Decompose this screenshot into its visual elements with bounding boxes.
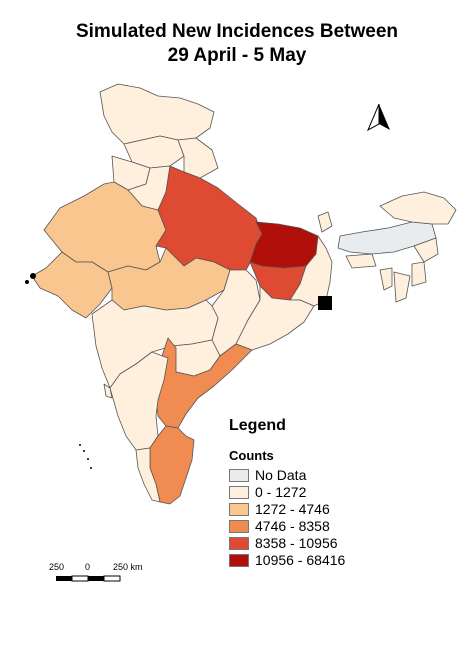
map-title-line1: Simulated New Incidences Between [75,21,399,42]
region-tripura [379,267,393,291]
legend-swatch [229,485,249,499]
legend-swatch [229,519,249,533]
legend-subtitle: Counts [229,448,274,463]
region-kerala [135,447,161,503]
map-title: Simulated New Incidences Between 29 Apri… [0,20,474,68]
region-meghalaya [345,253,377,269]
region-sikkim [317,211,333,233]
region-west-bengal [289,235,333,307]
legend-label: No Data [255,467,307,483]
legend-item: 10956 - 68416 [229,552,345,568]
map-title-line2: 29 April - 5 May [167,45,307,66]
scale-bar [56,575,121,582]
region-north-kashmir [99,83,215,145]
region-karnataka [109,351,169,451]
legend-swatch [229,553,249,567]
legend-item: 1272 - 4746 [229,501,330,517]
legend-label: 0 - 1272 [255,484,307,500]
legend-item: 8358 - 10956 [229,535,338,551]
legend-item: 4746 - 8358 [229,518,330,534]
region-odisha [235,285,315,351]
legend-item: 0 - 1272 [229,484,306,500]
legend-label: 1272 - 4746 [255,501,330,517]
scale-right-label: 250 km [113,562,143,572]
legend-item: No Data [229,467,306,483]
north-arrow-icon [366,104,390,132]
legend-label: 4746 - 8358 [255,518,330,534]
legend-swatch [229,536,249,550]
region-manipur [411,261,427,287]
legend-swatch [229,468,249,482]
region-nagaland [413,237,439,263]
region-uttarakhand [177,137,219,179]
scale-left-label: 250 [49,562,65,572]
legend-label: 10956 - 68416 [255,552,346,568]
region-arunachal [379,191,457,225]
scale-mid-label: 0 [85,562,91,572]
legend-title: Legend [229,417,286,434]
region-bihar [249,221,319,269]
legend-swatch [229,502,249,516]
region-goa [103,383,113,399]
region-mizoram [393,271,411,303]
legend-label: 8358 - 10956 [255,535,338,551]
